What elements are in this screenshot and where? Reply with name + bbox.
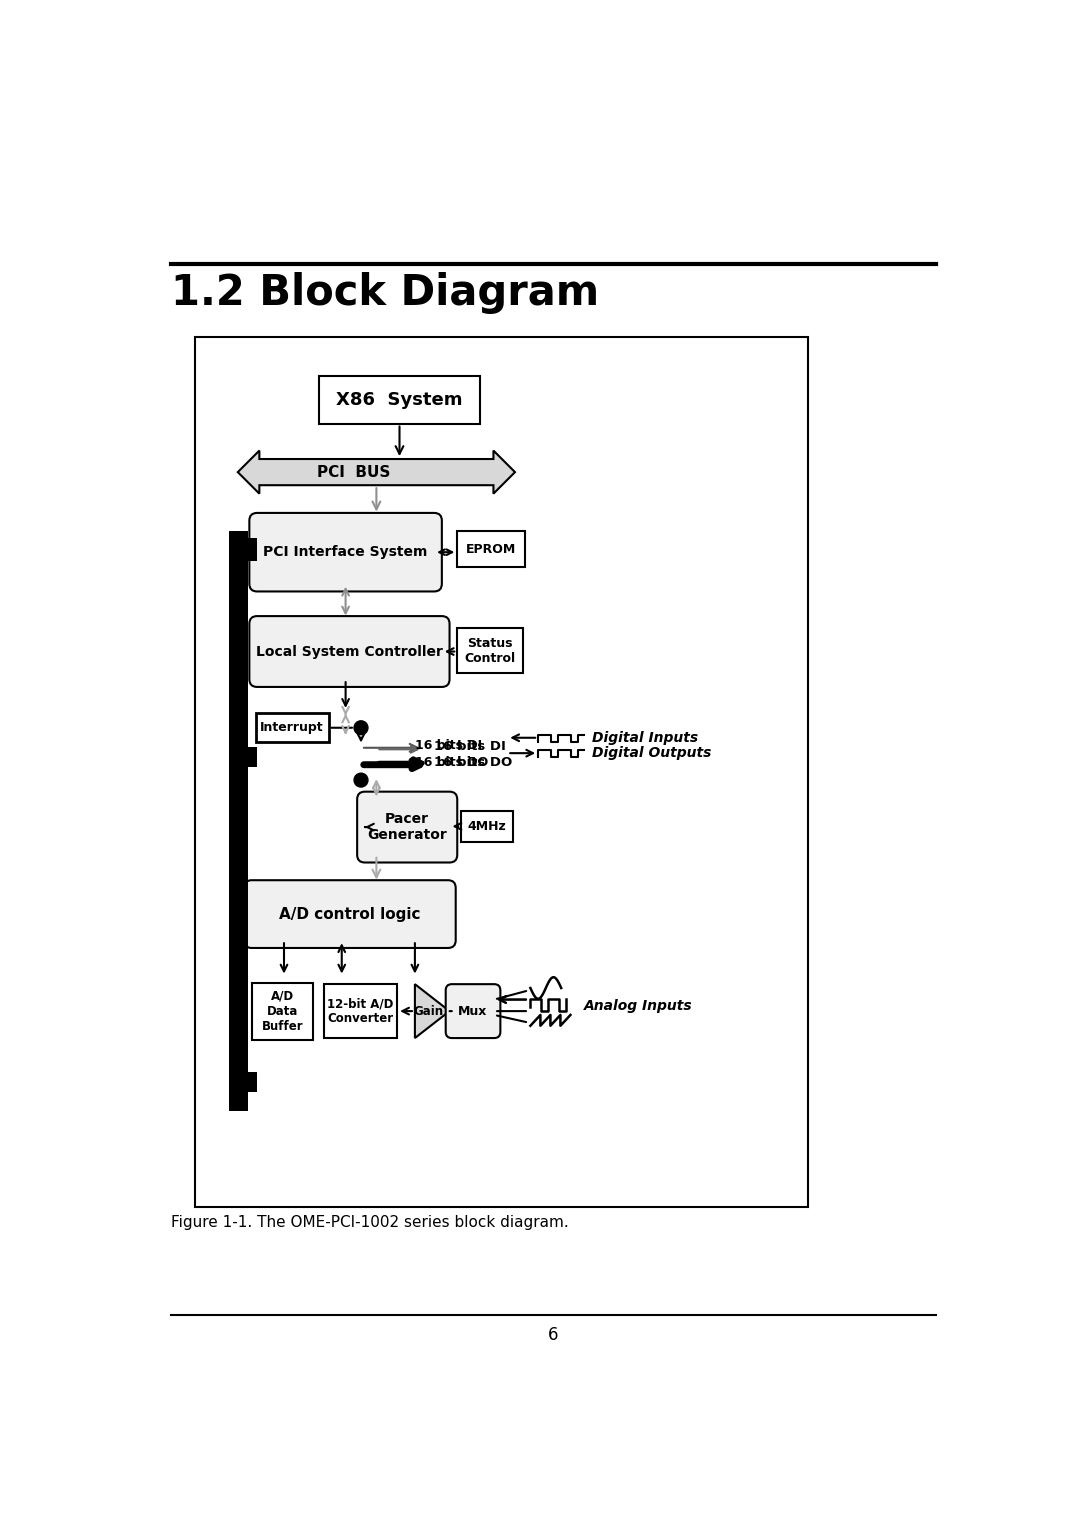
Bar	[195, 338, 808, 1207]
FancyBboxPatch shape	[249, 616, 449, 688]
Text: 16 bits DO: 16 bits DO	[434, 756, 512, 769]
Bar	[252, 983, 313, 1041]
Text: PCI  BUS: PCI BUS	[316, 465, 390, 480]
Text: 4MHz: 4MHz	[468, 821, 507, 833]
Text: Status
Control: Status Control	[464, 637, 515, 665]
Text: Gain: Gain	[414, 1004, 444, 1018]
Text: 16 bits DI: 16 bits DI	[415, 740, 482, 752]
Circle shape	[354, 773, 368, 787]
Polygon shape	[415, 984, 449, 1038]
Text: 6: 6	[549, 1325, 558, 1343]
Polygon shape	[247, 539, 257, 550]
Text: Figure 1-1. The OME-PCI-1002 series block diagram.: Figure 1-1. The OME-PCI-1002 series bloc…	[171, 1215, 568, 1230]
Text: Analog Inputs: Analog Inputs	[584, 999, 693, 1013]
Bar	[319, 376, 481, 423]
Text: 1.2 Block Diagram: 1.2 Block Diagram	[171, 272, 599, 313]
Text: Interrupt: Interrupt	[260, 721, 324, 735]
Bar	[461, 811, 513, 842]
Bar	[457, 532, 525, 567]
Text: X86  System: X86 System	[336, 391, 462, 408]
Polygon shape	[238, 451, 515, 494]
Bar	[229, 532, 247, 1111]
Text: A/D control logic: A/D control logic	[279, 906, 420, 921]
Text: Pacer
Generator: Pacer Generator	[367, 811, 447, 842]
Text: EPROM: EPROM	[465, 542, 516, 556]
Bar	[229, 538, 257, 561]
Text: Digital Inputs: Digital Inputs	[592, 730, 698, 744]
Text: Local System Controller: Local System Controller	[256, 645, 443, 659]
Text: 16 bits DI: 16 bits DI	[434, 741, 507, 753]
Text: Mux: Mux	[458, 1004, 487, 1018]
Bar	[457, 628, 523, 672]
Bar	[324, 984, 397, 1038]
Text: 12-bit A/D
Converter: 12-bit A/D Converter	[327, 998, 393, 1025]
Circle shape	[354, 721, 368, 735]
Bar	[229, 747, 257, 767]
Text: A/D
Data
Buffer: A/D Data Buffer	[261, 990, 303, 1033]
Bar	[256, 714, 328, 743]
FancyBboxPatch shape	[249, 513, 442, 591]
Bar	[229, 1073, 257, 1093]
FancyBboxPatch shape	[446, 984, 500, 1038]
Text: Digital Outputs: Digital Outputs	[592, 746, 712, 759]
FancyBboxPatch shape	[357, 792, 457, 862]
Text: 16 bits DO: 16 bits DO	[415, 756, 488, 769]
FancyBboxPatch shape	[244, 880, 456, 947]
Text: PCI Interface System: PCI Interface System	[264, 545, 428, 559]
